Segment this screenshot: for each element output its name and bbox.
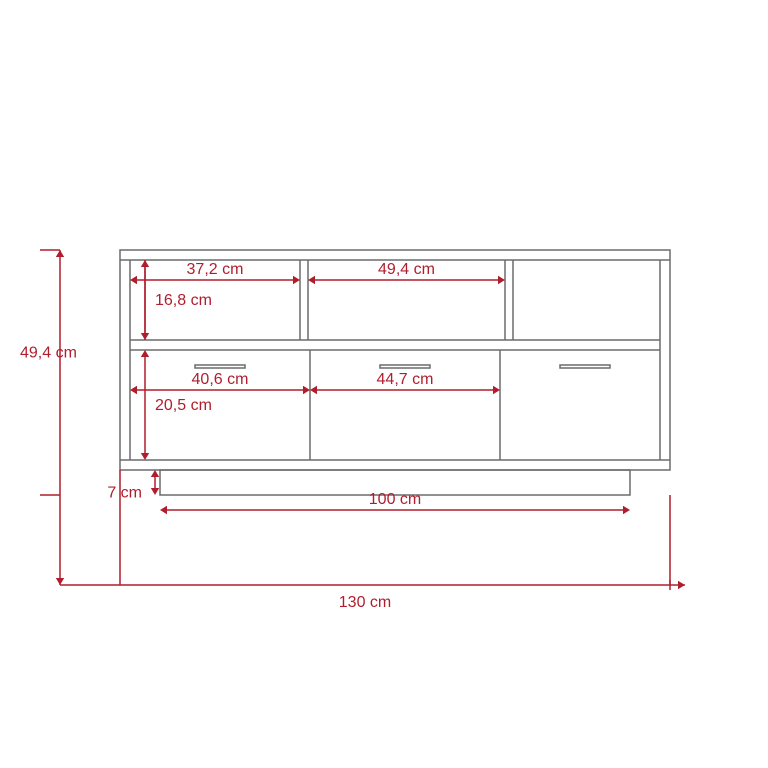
svg-text:37,2 cm: 37,2 cm (187, 261, 244, 278)
svg-text:40,6 cm: 40,6 cm (192, 371, 249, 388)
svg-text:100 cm: 100 cm (369, 491, 421, 508)
svg-text:49,4 cm: 49,4 cm (20, 345, 77, 362)
svg-text:49,4 cm: 49,4 cm (378, 261, 435, 278)
svg-text:130 cm: 130 cm (339, 594, 391, 611)
svg-text:20,5 cm: 20,5 cm (155, 397, 212, 414)
svg-text:16,8 cm: 16,8 cm (155, 292, 212, 309)
svg-text:44,7 cm: 44,7 cm (377, 371, 434, 388)
svg-text:7 cm: 7 cm (107, 485, 142, 502)
furniture-dimension-diagram: 37,2 cm 49,4 cm 16,8 cm 40,6 cm 44,7 cm 20,5 … (0, 0, 768, 768)
